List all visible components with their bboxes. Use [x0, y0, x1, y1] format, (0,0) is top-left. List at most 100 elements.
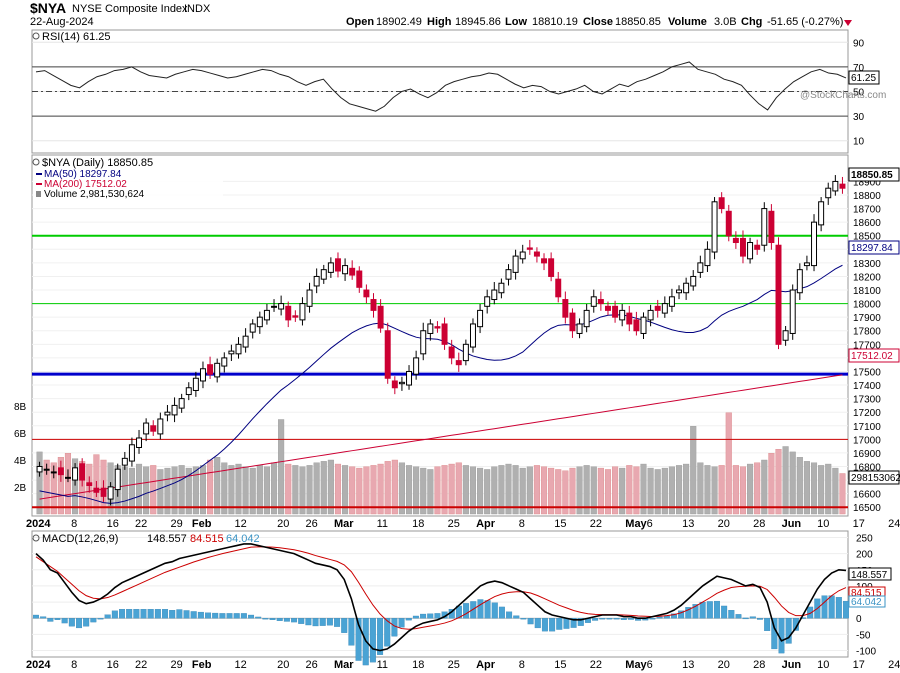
candle-body	[768, 210, 775, 244]
macd-histogram-bar	[76, 618, 83, 629]
candle-body	[434, 326, 441, 329]
volume-bar	[626, 465, 633, 515]
volume-bar	[796, 457, 803, 515]
candle-body	[356, 270, 363, 288]
date-tick-label: 8	[71, 659, 77, 671]
date-tick-label: Jun	[782, 659, 802, 671]
macd-histogram-bar	[713, 600, 720, 619]
macd-histogram-bar	[205, 612, 212, 619]
macd-histogram-bar	[606, 618, 613, 620]
macd-histogram-bar	[434, 613, 441, 619]
macd-histogram-bar	[756, 618, 763, 620]
volume-bar	[540, 466, 548, 515]
volume-tick-label: 8B	[14, 402, 27, 413]
candle-body	[825, 187, 832, 199]
hist-tag-box	[848, 595, 886, 608]
macd-histogram-bar	[577, 618, 584, 626]
volume-bar	[818, 465, 825, 515]
volume-bar	[327, 459, 334, 515]
volume-bar	[491, 466, 498, 515]
volume-bar	[782, 446, 789, 515]
macd-histogram-bar	[649, 618, 656, 620]
price-frame	[31, 154, 849, 517]
candle-body	[555, 278, 562, 298]
macd-histogram-bar	[104, 614, 111, 619]
volume-bar	[427, 469, 434, 515]
macd-signal-line	[35, 546, 847, 630]
macd-histogram-bar	[276, 618, 283, 621]
date-tick-label: 11	[377, 659, 388, 671]
candle-body	[754, 244, 761, 250]
macd-histogram-bar	[549, 618, 556, 632]
macd-histogram-bar	[656, 616, 663, 619]
volume-bar	[569, 467, 576, 515]
volume-bar	[164, 467, 171, 515]
volume-bar	[612, 466, 619, 515]
volume-bar	[619, 467, 626, 515]
rsi-settings-icon[interactable]	[32, 32, 40, 40]
rsi-legend: RSI(14) 61.25	[42, 31, 110, 43]
date-tick-label: 12	[235, 659, 247, 671]
volume-bar	[249, 467, 256, 515]
rsi-last-tag-box	[848, 70, 880, 85]
macd-histogram-bar	[678, 610, 685, 619]
volume-tag-box	[848, 470, 900, 485]
price-tick-label: 18200	[853, 272, 881, 283]
volume-bar	[299, 466, 306, 515]
volume-bar	[590, 466, 597, 515]
macd-histogram-bar	[412, 615, 419, 619]
volume-bar	[405, 465, 413, 515]
candle-body	[327, 262, 334, 273]
macd-histogram-bar	[742, 617, 749, 620]
volume-bar	[57, 457, 64, 515]
macd-histogram-bar	[699, 601, 706, 619]
candle-body	[803, 262, 810, 267]
macd-legend-name: MACD(12,26,9)	[42, 533, 118, 545]
date-tick-label: 6	[647, 659, 653, 671]
volume-bar	[661, 467, 668, 515]
candle-body	[690, 275, 697, 287]
macd-histogram-bar	[541, 618, 548, 632]
volume-bar	[349, 466, 356, 515]
macd-histogram-bar	[807, 606, 814, 619]
date-tick-label: 22	[590, 518, 602, 530]
hist-tag: 64.042	[851, 597, 882, 608]
chg-label: Chg	[741, 16, 762, 28]
macd-histogram-bar	[341, 618, 348, 633]
macd-histogram-bar	[384, 618, 391, 647]
volume-bar	[498, 465, 505, 515]
rsi-gridlines	[32, 41, 848, 142]
candle-body	[661, 303, 668, 314]
volume-bar	[718, 465, 725, 515]
macd-histogram-bar	[398, 618, 405, 628]
macd-settings-icon[interactable]	[32, 534, 40, 542]
candle-body	[512, 255, 519, 273]
price-tick-label: 18000	[853, 300, 881, 311]
date-tick-label: 20	[718, 659, 730, 671]
macd-histogram-bar	[334, 618, 341, 627]
macd-legend-signal: 84.515	[190, 533, 224, 545]
candle-body	[533, 251, 540, 257]
candle-body	[93, 487, 100, 493]
close-value: 18850.85	[615, 16, 661, 28]
candle-body	[796, 269, 803, 294]
volume-bar	[576, 466, 583, 515]
volume-bar	[583, 465, 590, 515]
macd-histogram-bar	[498, 606, 505, 619]
macd-histogram-bar	[162, 609, 169, 619]
volume-bar	[441, 465, 448, 515]
low-value: 18810.19	[532, 16, 578, 28]
price-settings-icon[interactable]	[32, 158, 40, 166]
macd-histogram-bar	[197, 611, 204, 619]
macd-histogram-bar	[764, 618, 771, 631]
candle-body	[136, 437, 143, 448]
price-tick-label: 17300	[853, 395, 881, 406]
volume-bar	[704, 465, 711, 515]
price-tick-label: 17900	[853, 313, 881, 324]
candle-body	[43, 468, 50, 471]
volume-bar	[697, 462, 704, 515]
date-tick-label: 8	[519, 518, 525, 530]
macd-histogram-bar	[305, 618, 312, 626]
volume-bar	[668, 466, 675, 515]
volume-bar	[789, 451, 796, 515]
